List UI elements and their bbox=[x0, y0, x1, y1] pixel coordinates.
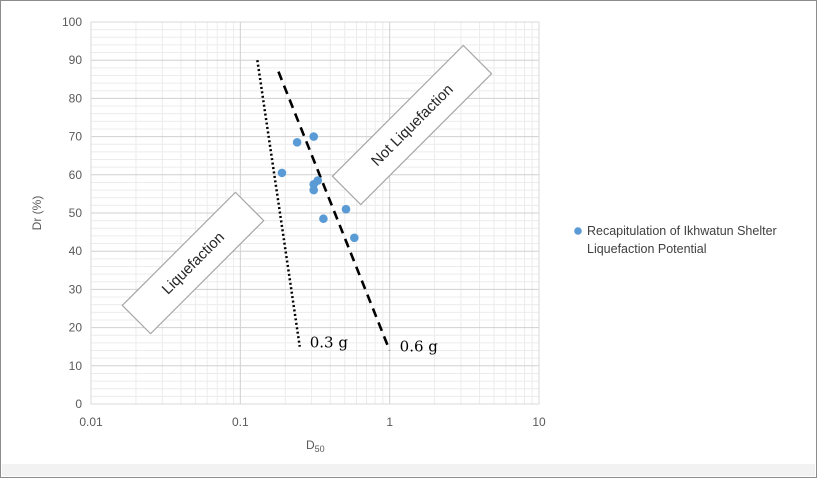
legend-marker bbox=[574, 227, 582, 235]
y-tick-label: 10 bbox=[69, 359, 83, 373]
data-point bbox=[309, 132, 319, 141]
data-point bbox=[350, 233, 359, 243]
y-tick-label: 60 bbox=[69, 168, 83, 182]
annotation-box-border bbox=[121, 191, 265, 335]
y-tick-label: 100 bbox=[62, 15, 82, 29]
y-tick-label: 50 bbox=[69, 206, 83, 220]
legend-label: Liquefaction Potential bbox=[587, 242, 707, 256]
y-tick-label: 20 bbox=[69, 321, 83, 335]
data-point bbox=[319, 214, 328, 224]
x-axis-label-main: D bbox=[306, 438, 315, 452]
legend-label: Recapitulation of Ikhwatun Shelter bbox=[587, 224, 777, 238]
y-tick-label: 70 bbox=[69, 130, 83, 144]
x-axis-label: D50 bbox=[306, 438, 325, 454]
data-point bbox=[277, 168, 287, 178]
data-points bbox=[277, 132, 359, 243]
data-point bbox=[313, 176, 323, 185]
y-tick-label: 30 bbox=[69, 282, 83, 296]
x-tick-label: 0.01 bbox=[79, 415, 103, 429]
y-tick-label: 90 bbox=[69, 53, 83, 67]
x-tick-labels: 0.01 0.1 1 10 bbox=[79, 415, 546, 429]
boundary-line-label: 0.3 g bbox=[310, 334, 349, 352]
data-point bbox=[292, 138, 302, 147]
data-point bbox=[341, 204, 351, 214]
x-axis-label-subscript: 50 bbox=[315, 444, 325, 454]
annotation-text: Not Liquefaction bbox=[368, 81, 457, 170]
boundary-line-dotted bbox=[256, 60, 301, 347]
x-tick-label: 0.1 bbox=[232, 415, 249, 429]
x-tick-label: 1 bbox=[386, 415, 393, 429]
boundary-lines: 0.3 g 0.6 g bbox=[256, 60, 439, 356]
y-tick-labels: 0 10 20 30 40 50 60 70 80 90 100 bbox=[62, 15, 82, 411]
y-tick-label: 40 bbox=[69, 244, 83, 258]
annotation-box-border bbox=[331, 44, 493, 206]
legend: Recapitulation of Ikhwatun Shelter Liquef… bbox=[574, 224, 777, 256]
bottom-strip bbox=[2, 464, 815, 476]
boundary-line-label: 0.6 g bbox=[400, 338, 439, 356]
plot-area-border bbox=[90, 21, 540, 405]
data-point bbox=[309, 185, 319, 195]
boundary-line-dashed bbox=[277, 71, 391, 352]
y-tick-label: 80 bbox=[69, 91, 83, 105]
y-axis-label: Dr (%) bbox=[30, 196, 44, 231]
y-tick-label: 0 bbox=[75, 397, 82, 411]
x-tick-label: 10 bbox=[532, 415, 546, 429]
